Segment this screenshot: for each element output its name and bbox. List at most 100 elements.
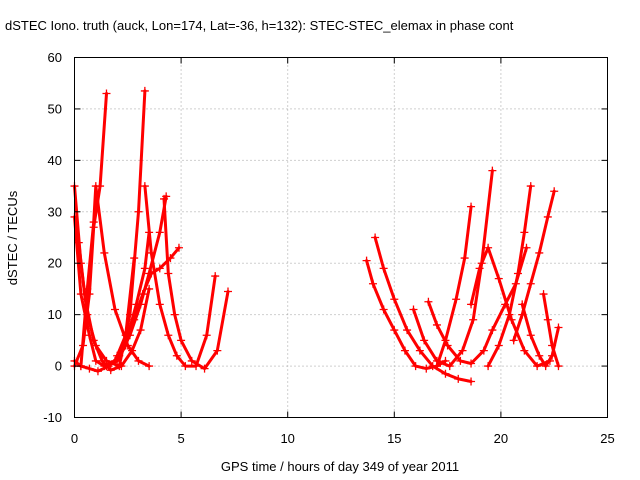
series-11 xyxy=(362,256,450,373)
data-point xyxy=(187,356,196,365)
data-point xyxy=(494,341,503,350)
data-point xyxy=(509,336,518,345)
series-15 xyxy=(432,202,476,371)
y-tick-label: 30 xyxy=(48,204,62,219)
data-point xyxy=(123,331,132,340)
grid xyxy=(74,57,608,418)
series-line xyxy=(486,184,533,368)
y-tick-label: 40 xyxy=(48,153,62,168)
data-point xyxy=(469,315,478,324)
data-point xyxy=(445,362,454,371)
series-17 xyxy=(484,182,535,371)
data-point xyxy=(411,362,420,371)
data-point xyxy=(467,359,476,368)
data-point xyxy=(174,243,183,252)
data-point xyxy=(456,356,465,365)
data-point xyxy=(543,315,552,324)
data-point xyxy=(89,218,98,227)
data-point xyxy=(102,362,111,371)
data-point xyxy=(554,323,563,332)
data-point xyxy=(467,300,476,309)
y-axis-label: dSTEC / TECUs xyxy=(5,190,20,285)
data-point xyxy=(543,212,552,221)
data-point xyxy=(390,326,399,335)
data-point xyxy=(522,243,531,252)
series-9 xyxy=(140,182,220,371)
x-axis-label: GPS time / hours of day 349 of year 2011 xyxy=(221,459,459,474)
data-point xyxy=(170,310,179,319)
data-point xyxy=(548,341,557,350)
series-18 xyxy=(509,187,559,345)
data-point xyxy=(93,367,102,376)
series-line xyxy=(162,197,230,371)
data-point xyxy=(102,89,111,98)
data-point xyxy=(164,269,173,278)
data-point xyxy=(550,187,559,196)
data-point xyxy=(368,279,377,288)
data-point xyxy=(520,228,529,237)
data-point xyxy=(362,256,371,265)
data-point xyxy=(526,279,535,288)
data-point xyxy=(200,364,209,373)
data-point xyxy=(505,310,514,319)
data-point xyxy=(74,238,83,247)
data-point xyxy=(181,362,190,371)
y-tick-label: -10 xyxy=(43,410,62,425)
series-20 xyxy=(539,290,563,371)
series-line xyxy=(512,189,556,342)
data-point xyxy=(172,351,181,360)
series-line xyxy=(469,246,552,368)
data-point xyxy=(155,264,164,273)
data-point xyxy=(134,207,143,216)
data-series xyxy=(70,86,563,386)
data-point xyxy=(91,182,100,191)
y-tick-label: 0 xyxy=(55,359,62,374)
data-point xyxy=(422,364,431,373)
data-point xyxy=(539,290,548,299)
data-point xyxy=(98,356,107,365)
data-point xyxy=(89,336,98,345)
data-point xyxy=(494,274,503,283)
series-line xyxy=(542,292,560,368)
data-point xyxy=(113,351,122,360)
x-tick-label: 15 xyxy=(387,431,401,446)
x-tick-label: 25 xyxy=(600,431,614,446)
x-tick-label: 10 xyxy=(280,431,294,446)
data-point xyxy=(432,362,441,371)
series-13 xyxy=(409,166,497,371)
data-point xyxy=(484,243,493,252)
data-point xyxy=(160,194,169,203)
data-point xyxy=(111,305,120,314)
axes: 0 5 10 15 20 25 -10 0 10 20 30 40 50 60 xyxy=(43,50,615,446)
data-point xyxy=(432,320,441,329)
y-tick-label: 10 xyxy=(48,307,62,322)
data-point xyxy=(518,300,527,309)
data-point xyxy=(130,254,139,263)
data-point xyxy=(106,366,115,375)
series-line xyxy=(426,246,528,365)
data-point xyxy=(155,228,164,237)
data-point xyxy=(211,272,220,281)
series-1 xyxy=(70,86,149,371)
data-point xyxy=(155,300,164,309)
data-point xyxy=(458,346,467,355)
data-point xyxy=(533,362,542,371)
data-point xyxy=(467,202,476,211)
data-point xyxy=(164,331,173,340)
series-10 xyxy=(160,194,233,373)
x-tick-label: 20 xyxy=(494,431,508,446)
data-point xyxy=(140,264,149,273)
data-point xyxy=(488,166,497,175)
data-point xyxy=(513,269,522,278)
data-point xyxy=(140,182,149,191)
chart-title: dSTEC Iono. truth (auck, Lon=174, Lat=-3… xyxy=(5,18,514,33)
data-point xyxy=(224,287,233,296)
data-point xyxy=(177,336,186,345)
data-point xyxy=(83,284,92,293)
data-point xyxy=(441,336,450,345)
data-point xyxy=(379,305,388,314)
data-point xyxy=(479,346,488,355)
x-tick-label: 0 xyxy=(71,431,78,446)
x-tick-label: 5 xyxy=(177,431,184,446)
